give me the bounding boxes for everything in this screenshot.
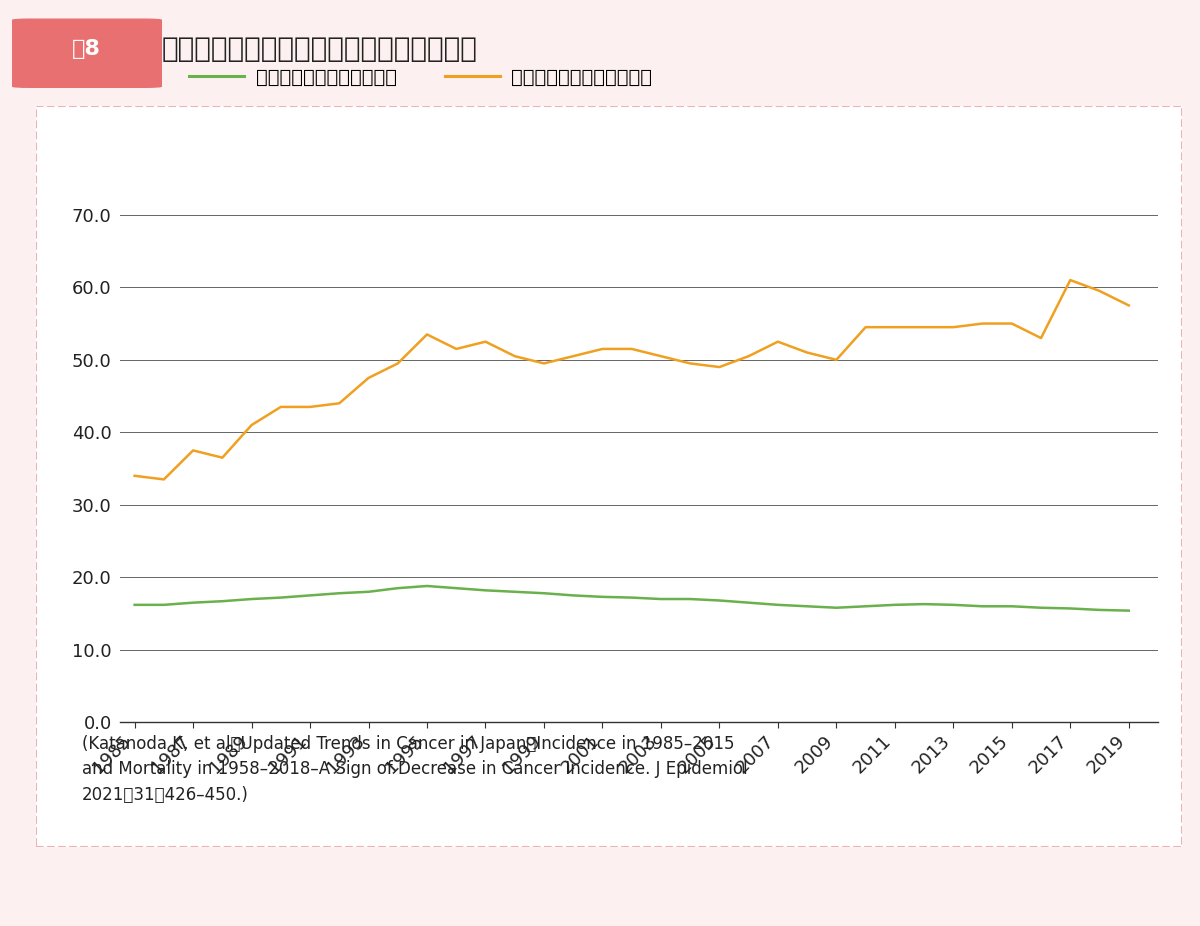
Legend: 年齢調整死亡率（男女計）, 年齢調整羅患率（男女計）: 年齢調整死亡率（男女計）, 年齢調整羅患率（男女計） <box>181 60 660 94</box>
FancyBboxPatch shape <box>12 19 162 88</box>
Text: 図8: 図8 <box>72 39 101 59</box>
Text: 大腸癌年齢調整死亡率，羅患率の年次推移: 大腸癌年齢調整死亡率，羅患率の年次推移 <box>162 35 478 63</box>
Text: (Katanoda K, et al：Updated Trends in Cancer in Japan：Incidence in 1985–2015
and : (Katanoda K, et al：Updated Trends in Can… <box>82 734 748 804</box>
